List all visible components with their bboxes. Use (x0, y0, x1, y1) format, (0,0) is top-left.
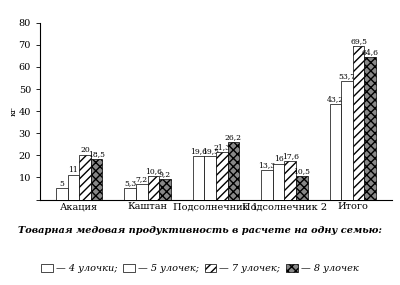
Bar (56, 188, 68, 200)
Text: 19,5: 19,5 (202, 148, 219, 156)
Bar (228, 142, 239, 200)
Text: 18,5: 18,5 (88, 150, 105, 158)
Text: 53,7: 53,7 (338, 72, 356, 80)
Text: 43,2: 43,2 (327, 95, 344, 103)
Bar (124, 188, 136, 199)
Text: 5: 5 (59, 180, 64, 188)
Bar (353, 46, 364, 199)
Text: 13,3: 13,3 (258, 161, 276, 169)
Text: 16: 16 (274, 155, 284, 163)
Bar (284, 161, 296, 200)
Text: 17,6: 17,6 (282, 152, 299, 160)
Legend: — 4 улочки;, — 5 улочек;, — 7 улочек;, — 8 улочек: — 4 улочки;, — 5 улочек;, — 7 улочек;, —… (38, 260, 362, 277)
Bar (204, 156, 216, 199)
Bar (136, 184, 148, 199)
Text: 19,6: 19,6 (190, 147, 207, 155)
Bar (68, 175, 79, 200)
Text: 10,5: 10,5 (293, 167, 310, 176)
Bar (193, 156, 204, 199)
Bar (364, 57, 376, 199)
Bar (79, 155, 91, 200)
Text: 21,3: 21,3 (213, 144, 230, 152)
Text: 64,6: 64,6 (362, 48, 379, 56)
Text: 26,2: 26,2 (225, 133, 242, 141)
Text: 20: 20 (80, 146, 90, 154)
Bar (341, 81, 353, 200)
Bar (273, 164, 284, 200)
Text: 11: 11 (68, 166, 78, 174)
Bar (261, 170, 273, 199)
Text: Товарная медовая продуктивность в расчете на одну семью:: Товарная медовая продуктивность в расчет… (18, 226, 382, 235)
Text: 5,3: 5,3 (124, 179, 136, 187)
Text: 7,2: 7,2 (136, 175, 148, 183)
Bar (296, 176, 308, 199)
Bar (216, 152, 228, 200)
Bar (91, 159, 102, 199)
Bar (330, 104, 341, 200)
Bar (148, 176, 159, 200)
Text: 9,2: 9,2 (159, 170, 171, 178)
Text: 10,6: 10,6 (145, 167, 162, 175)
Y-axis label: кг: кг (9, 106, 17, 116)
Text: 69,5: 69,5 (350, 37, 367, 45)
Bar (159, 179, 171, 200)
